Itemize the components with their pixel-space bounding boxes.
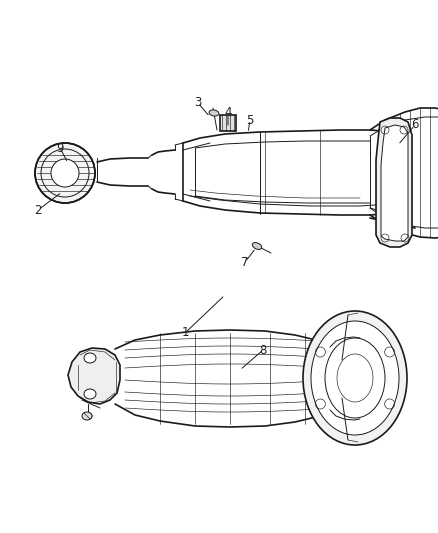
Ellipse shape: [311, 321, 399, 435]
Ellipse shape: [84, 389, 96, 399]
Text: 9: 9: [56, 141, 64, 155]
Ellipse shape: [303, 311, 407, 445]
Polygon shape: [68, 348, 120, 404]
Polygon shape: [220, 115, 236, 131]
Text: 8: 8: [259, 343, 267, 357]
Text: 5: 5: [246, 114, 254, 126]
Ellipse shape: [252, 243, 262, 249]
Ellipse shape: [51, 159, 79, 187]
Polygon shape: [376, 118, 412, 247]
Text: 6: 6: [411, 118, 419, 132]
Ellipse shape: [209, 110, 219, 116]
Text: 7: 7: [241, 255, 249, 269]
Ellipse shape: [35, 143, 95, 203]
Polygon shape: [381, 125, 408, 241]
Text: 3: 3: [194, 96, 201, 109]
Ellipse shape: [84, 413, 92, 419]
Ellipse shape: [84, 353, 96, 363]
Ellipse shape: [82, 412, 92, 420]
Text: 2: 2: [34, 204, 42, 216]
Text: 4: 4: [224, 107, 232, 119]
Text: 1: 1: [181, 327, 189, 340]
